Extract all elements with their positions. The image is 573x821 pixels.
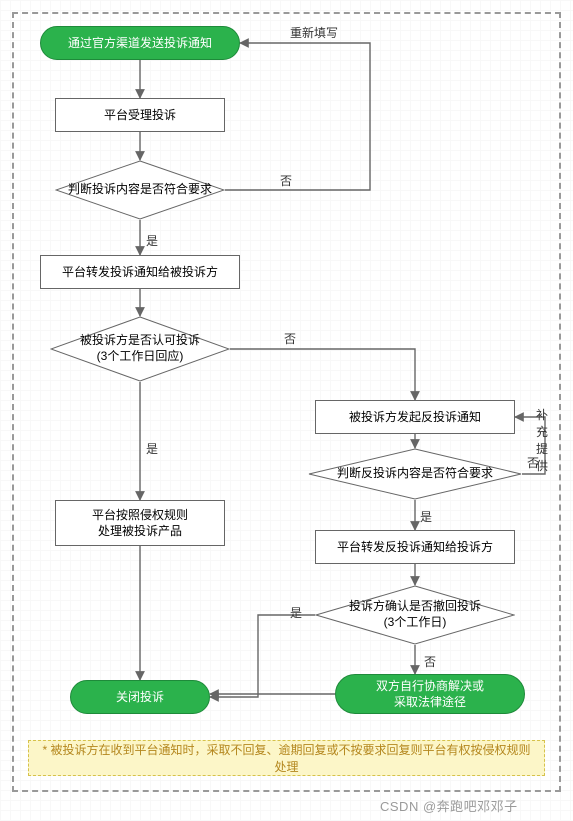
n4-label: 平台按照侵权规则处理被投诉产品	[92, 507, 188, 539]
node-d3: 判断反投诉内容是否符合要求	[308, 448, 522, 500]
node-n1: 平台受理投诉	[55, 98, 225, 132]
edge-label-d4_no: 否	[424, 653, 436, 670]
n5-label: 平台转发反投诉通知给投诉方	[337, 539, 493, 555]
edge-label-refill: 重新填写	[290, 24, 338, 41]
node-n4: 平台按照侵权规则处理被投诉产品	[55, 500, 225, 546]
node-end1: 关闭投诉	[70, 680, 210, 714]
node-n2: 平台转发投诉通知给被投诉方	[40, 255, 240, 289]
node-n3: 被投诉方发起反投诉通知	[315, 400, 515, 434]
node-d4: 投诉方确认是否撤回投诉(3个工作日)	[315, 585, 515, 645]
d2-label: 被投诉方是否认可投诉(3个工作日回应)	[50, 316, 230, 382]
flowchart-canvas: * 被投诉方在收到平台通知时，采取不回复、逾期回复或不按要求回复则平台有权按侵权…	[0, 0, 573, 821]
edge-label-d4_yes: 是	[290, 604, 302, 621]
edge-label-d2_yes: 是	[146, 440, 158, 457]
n3-label: 被投诉方发起反投诉通知	[349, 409, 481, 425]
node-end2: 双方自行协商解决或采取法律途径	[335, 674, 525, 714]
edge-label-d2_no: 否	[284, 330, 296, 347]
start-label: 通过官方渠道发送投诉通知	[68, 35, 212, 51]
edge-label-d1_yes: 是	[146, 232, 158, 249]
edge-label-d1_no: 否	[280, 172, 292, 189]
edge-label-supply: 补充提供	[536, 406, 548, 474]
d3-label: 判断反投诉内容是否符合要求	[308, 448, 522, 500]
watermark: CSDN @奔跑吧邓邓子	[380, 796, 518, 815]
n1-label: 平台受理投诉	[104, 107, 176, 123]
end1-label: 关闭投诉	[116, 689, 164, 705]
d4-label: 投诉方确认是否撤回投诉(3个工作日)	[315, 585, 515, 645]
edge-label-d3_yes: 是	[420, 508, 432, 525]
footnote-text: * 被投诉方在收到平台通知时，采取不回复、逾期回复或不按要求回复则平台有权按侵权…	[37, 741, 536, 775]
footnote: * 被投诉方在收到平台通知时，采取不回复、逾期回复或不按要求回复则平台有权按侵权…	[28, 740, 545, 776]
end2-label: 双方自行协商解决或采取法律途径	[376, 678, 484, 710]
node-n5: 平台转发反投诉通知给投诉方	[315, 530, 515, 564]
d1-label: 判断投诉内容是否符合要求	[55, 160, 225, 220]
node-d2: 被投诉方是否认可投诉(3个工作日回应)	[50, 316, 230, 382]
n2-label: 平台转发投诉通知给被投诉方	[62, 264, 218, 280]
node-d1: 判断投诉内容是否符合要求	[55, 160, 225, 220]
node-start: 通过官方渠道发送投诉通知	[40, 26, 240, 60]
